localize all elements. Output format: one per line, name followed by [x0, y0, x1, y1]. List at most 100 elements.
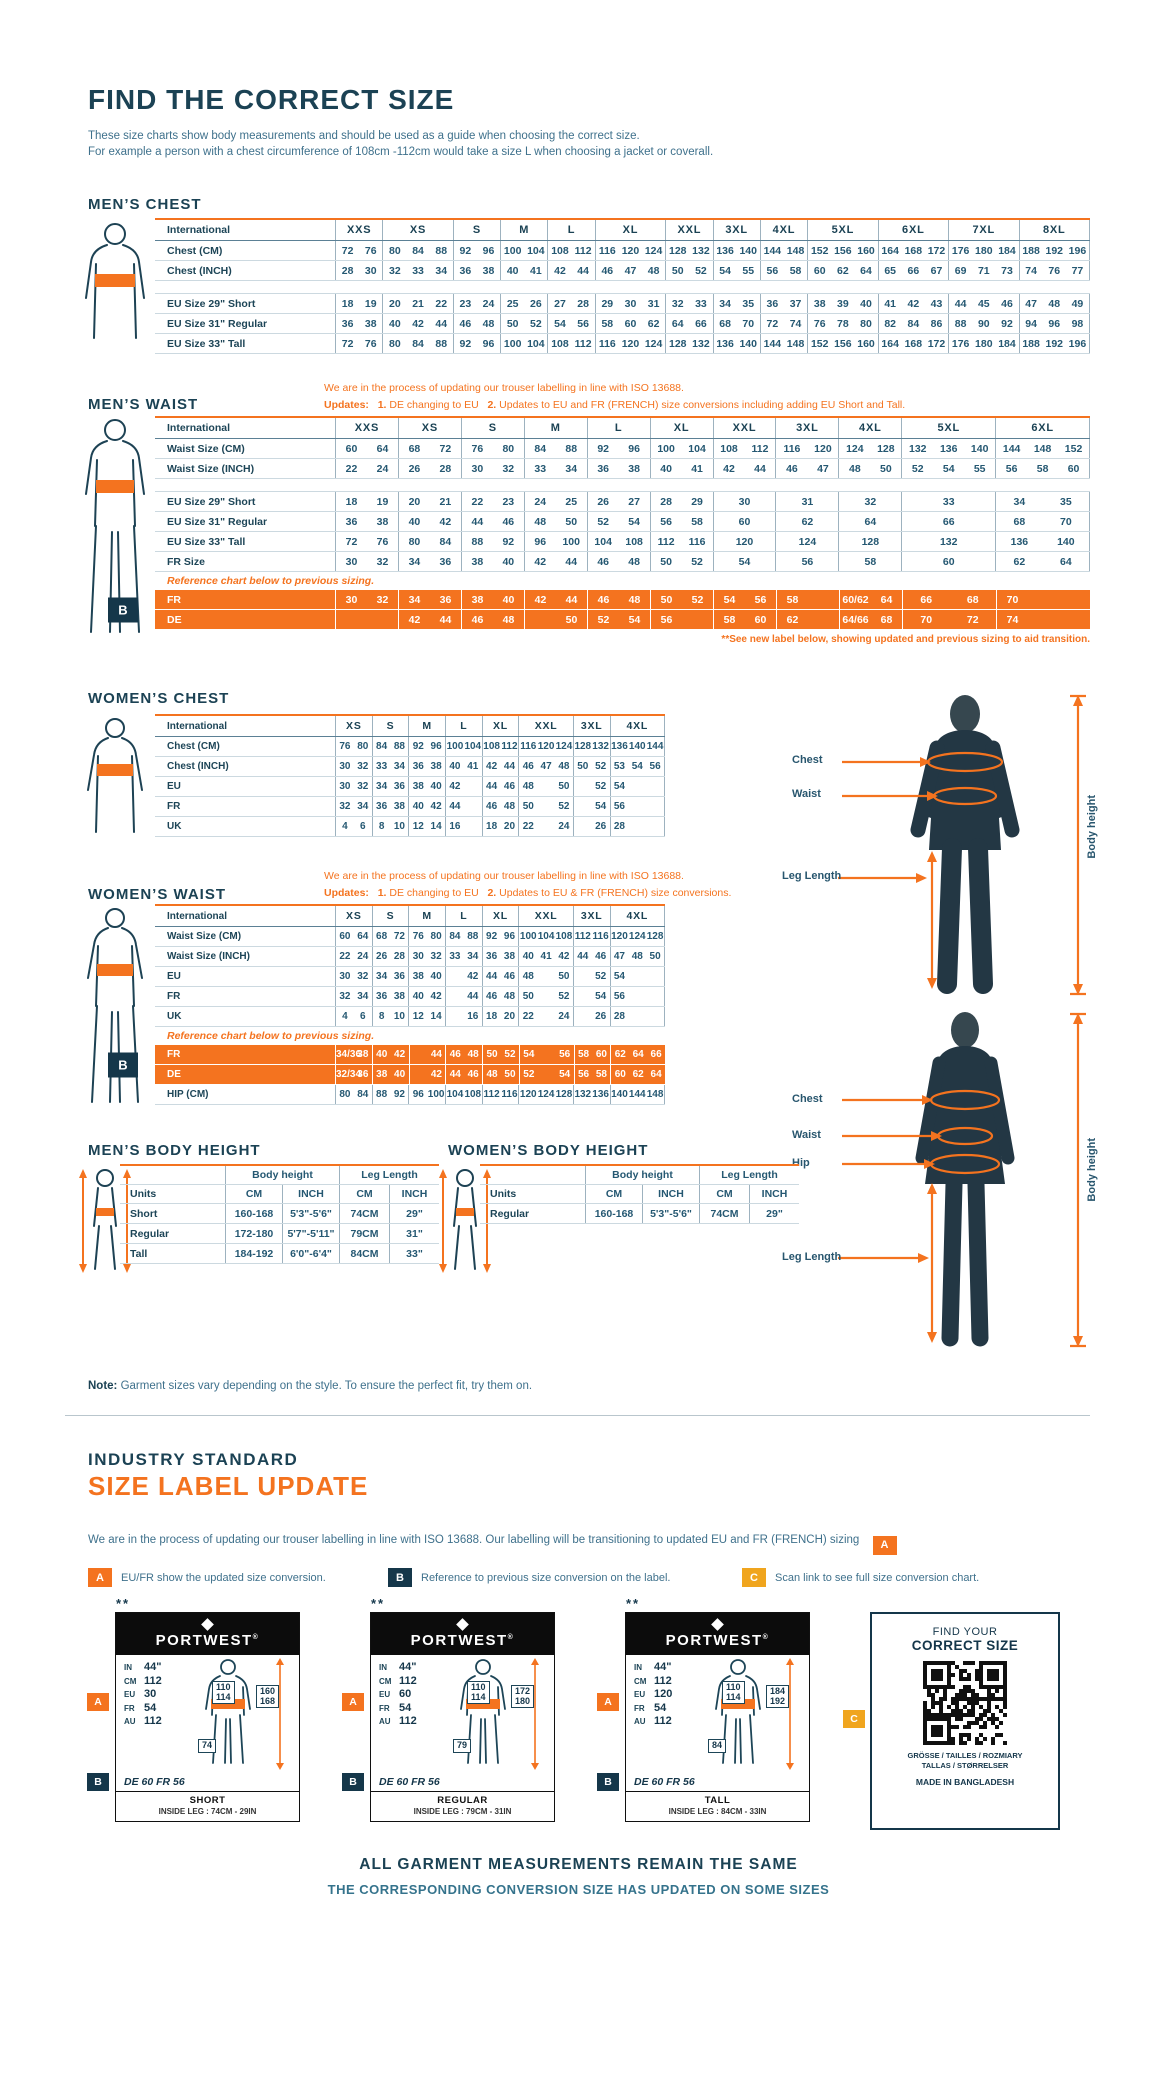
badge-legend: A EU/FR show the updated size conversion…: [88, 1568, 1098, 1590]
size-group: 132: [901, 532, 995, 551]
section-title-mens-waist: MEN’S WAIST: [88, 396, 199, 413]
size-value: 50: [660, 593, 673, 606]
size-value: 44: [486, 781, 498, 792]
size-group: 72 76: [335, 334, 382, 353]
size-value: 64: [632, 1049, 644, 1060]
size-value: 34: [467, 951, 479, 962]
size-value: 52: [529, 317, 542, 330]
size-value: 52: [595, 971, 607, 982]
table-row: Chest (INCH) 28 30 32 33 34 36 38 40 41 42 44 46 47 48…: [155, 261, 1090, 281]
size-group: 53 54 56: [609, 757, 665, 776]
body-height-label: Body height: [1086, 795, 1098, 859]
size-value: 32: [357, 761, 369, 772]
size-value: 124: [644, 337, 663, 350]
made-in-label: MADE IN BANGLADESH: [915, 1777, 1015, 1787]
size-value: 46: [601, 264, 614, 277]
size-group: 144 148: [759, 241, 807, 260]
size-column-label: XXL: [732, 422, 757, 434]
size-value: 164: [881, 244, 899, 257]
size-value: 112: [574, 931, 591, 942]
garment-note: Note: Garment sizes vary depending on th…: [88, 1379, 533, 1392]
size-group: [335, 610, 398, 629]
size-line: IN 44": [379, 1661, 417, 1675]
size-group: 18 19: [335, 294, 382, 313]
size-group: 120: [712, 532, 776, 551]
size-value: 120: [621, 337, 640, 350]
size-group: 52 54: [587, 610, 650, 629]
size-value: 144: [1002, 442, 1021, 455]
size-value: 52: [691, 593, 704, 606]
size-line: EU 30: [124, 1688, 162, 1702]
size-value: 132: [909, 442, 927, 455]
size-column-label: 3XL: [580, 720, 603, 732]
size-group: 100 104: [445, 737, 482, 756]
size-value: 38: [393, 991, 405, 1002]
table-group-header-row: Body height Leg Length: [480, 1166, 799, 1185]
size-value: 34: [408, 593, 421, 606]
size-group: 48 50: [518, 967, 573, 986]
size-value: 32: [671, 297, 684, 310]
size-value: 56: [1005, 462, 1018, 475]
size-column-label: XL: [673, 422, 690, 434]
size-group: 47 48 50: [609, 947, 665, 966]
row-label: DE: [167, 1069, 181, 1080]
size-value: 48: [467, 1049, 479, 1060]
size-group: 42 44: [547, 261, 594, 280]
unit-label: CM: [634, 1676, 647, 1686]
size-group: 18 20: [481, 817, 519, 836]
badge-c: C: [742, 1568, 766, 1587]
female-measurement-figure: Chest Waist Hip Leg Length Body height: [780, 1008, 1110, 1353]
table-row: EU Size 33" Tall 72 76 80 84 88 92 96 100 104 108 1…: [155, 532, 1090, 552]
size-group: 32 34: [335, 797, 372, 816]
size-group: 52: [572, 967, 610, 986]
size-value: 22: [339, 951, 351, 962]
table-units-row: Units CM INCH CM INCH: [480, 1185, 799, 1204]
size-value: 48: [482, 317, 495, 330]
fit-footer: REGULAR INSIDE LEG : 79CM - 31IN: [371, 1791, 554, 1821]
size-group: 46 48: [481, 987, 519, 1006]
size-group: 42: [408, 1065, 446, 1084]
size-value: 60: [1067, 462, 1080, 475]
size-value: 84: [412, 244, 424, 257]
size-value: 136: [592, 1089, 609, 1100]
size-value: 34: [393, 761, 405, 772]
size-value: 21: [439, 495, 452, 508]
row-label: FR: [167, 593, 181, 606]
size-value: 54: [631, 761, 643, 772]
size-value: 72: [341, 337, 354, 350]
size-value: 48: [534, 515, 547, 528]
row-label: FR: [167, 1049, 181, 1060]
size-line: EU 120: [634, 1688, 672, 1702]
unit-value: 54: [654, 1701, 667, 1714]
size-value: 24: [482, 297, 495, 310]
size-column-label: M: [422, 720, 432, 732]
size-value: 52: [558, 801, 570, 812]
previous-size-row: DE 60 FR 56: [379, 1776, 440, 1788]
size-column-label: S: [386, 720, 395, 732]
qr-card: C FIND YOUR CORRECT SIZE GRÖSSE / TAILLE…: [843, 1612, 1060, 1830]
size-value: 104: [527, 337, 545, 350]
size-group: 108 112: [481, 737, 519, 756]
size-table-grid: International XS S M L XL XXL 3XL 4XL Chest (CM) 7…: [155, 714, 665, 837]
size-value: 132: [692, 337, 710, 350]
size-value: 60/62: [842, 593, 869, 606]
size-group: 132 136: [572, 1085, 610, 1104]
qr-card-line1: FIND YOUR: [932, 1626, 998, 1638]
size-group: 4XL: [609, 906, 665, 926]
waist-measure-box: 110 114: [212, 1681, 235, 1704]
size-value: 40: [502, 593, 515, 606]
womens-chest-figure-icon: [87, 718, 143, 833]
inside-leg: INSIDE LEG : 84CM - 33IN: [668, 1807, 767, 1816]
size-value: 68: [408, 442, 421, 455]
unit-label: AU: [634, 1717, 646, 1726]
mens-body-height-table: Body height Leg Length Units CM INCH CM INCH Sh…: [120, 1164, 439, 1264]
size-group: 4XL: [609, 716, 665, 736]
mens-waist-figure-icon: [85, 419, 145, 633]
size-value: 36: [412, 761, 424, 772]
size-value: 42: [394, 1049, 406, 1060]
size-group: L: [586, 418, 650, 438]
qr-card-line2: CORRECT SIZE: [911, 1638, 1019, 1653]
size-group: 50 52: [649, 552, 713, 571]
size-value: 50: [522, 991, 534, 1002]
size-value: 20: [408, 495, 421, 508]
